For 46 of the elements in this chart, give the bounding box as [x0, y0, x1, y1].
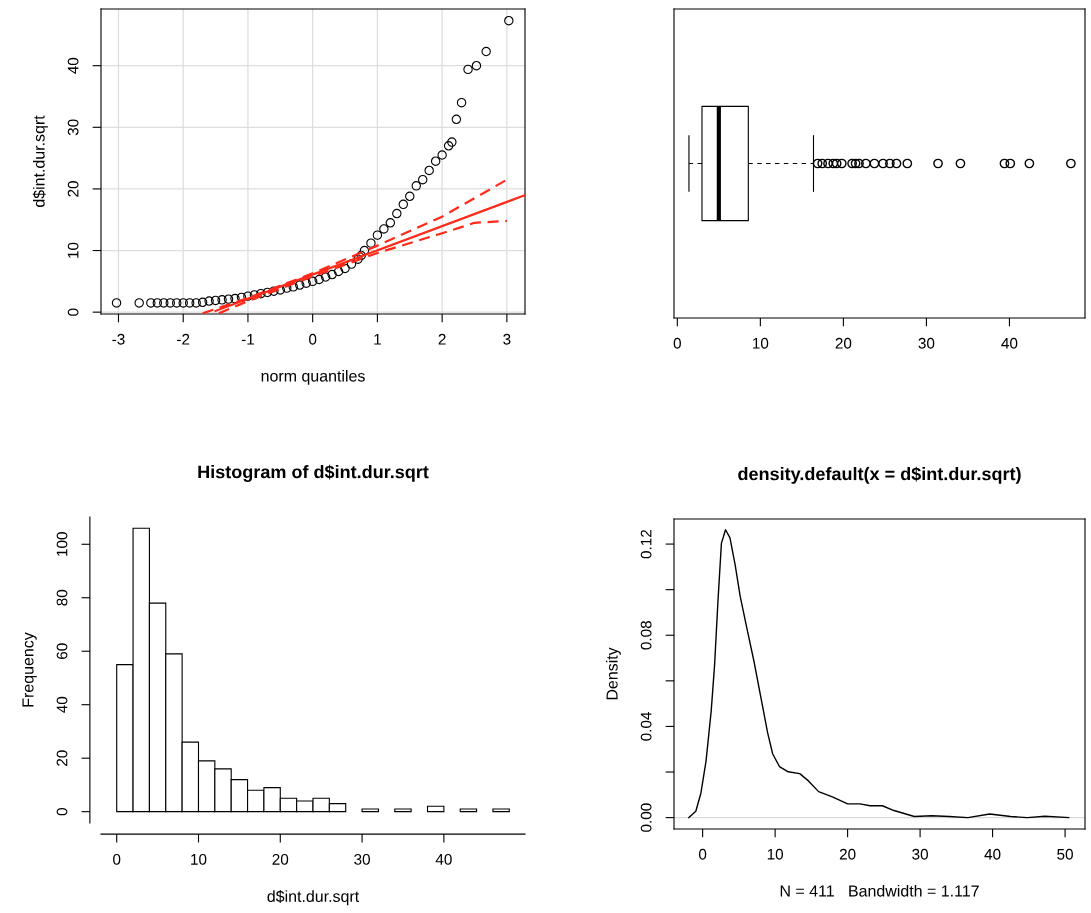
x-axis-title: N = 411 Bandwidth = 1.117 [780, 884, 979, 897]
x-axis-title: d$int.dur.sqrt [267, 890, 360, 906]
x-tick-label: 20 [272, 853, 289, 865]
x-tick-label: 40 [984, 848, 1001, 860]
y-tick-label: 30 [67, 119, 79, 136]
y-tick-label: 80 [56, 589, 68, 606]
y-axis-title: d$int.dur.sqrt [32, 115, 48, 207]
y-tick-label: 0.08 [640, 621, 652, 650]
chart-title: density.default(x = d$int.dur.sqrt) [738, 466, 1021, 484]
x-tick-label: 20 [839, 848, 856, 860]
y-tick-label: 100 [56, 532, 68, 556]
x-tick-label: 50 [1057, 848, 1073, 860]
x-tick-label: 40 [1001, 337, 1018, 349]
x-tick-label: 0 [698, 848, 707, 860]
x-tick-label: 20 [835, 337, 852, 349]
y-tick-label: 0.04 [640, 712, 652, 741]
y-tick-label: 0 [56, 808, 68, 816]
y-tick-label: 40 [56, 696, 68, 713]
chart-title: Histogram of d$int.dur.sqrt [198, 464, 429, 482]
y-tick-label: 0 [67, 308, 79, 316]
y-tick-label: 20 [56, 750, 68, 766]
y-tick-label: 40 [67, 57, 79, 74]
x-tick-label: 10 [767, 848, 784, 860]
y-tick-label: 0.12 [640, 529, 652, 559]
x-tick-label: 30 [354, 853, 370, 865]
y-axis-title: Frequency [22, 632, 37, 707]
x-tick-label: 40 [435, 853, 452, 865]
x-tick-label: -2 [177, 333, 190, 345]
y-axis-title: Density [605, 647, 621, 700]
x-tick-label: -1 [241, 334, 254, 345]
x-tick-label: 0 [673, 337, 681, 349]
x-tick-label: 0 [309, 333, 317, 345]
y-tick-label: 0.00 [640, 803, 652, 832]
x-tick-label: 0 [113, 853, 121, 865]
x-tick-label: 1 [374, 334, 381, 345]
x-tick-label: -3 [112, 333, 125, 345]
x-tick-label: 2 [438, 333, 446, 345]
y-tick-label: 10 [67, 242, 79, 258]
x-axis-title: norm quantiles [261, 369, 365, 385]
x-tick-label: 10 [753, 337, 769, 349]
x-tick-label: 30 [912, 848, 928, 860]
y-tick-label: 20 [67, 181, 79, 197]
x-tick-label: 10 [191, 853, 207, 865]
x-tick-label: 3 [503, 333, 511, 345]
x-tick-label: 30 [918, 337, 935, 349]
y-tick-label: 60 [56, 643, 68, 659]
